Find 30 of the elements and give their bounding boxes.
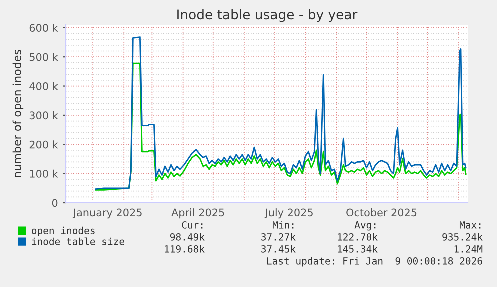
y-axis-title: number of open inodes [12, 50, 24, 178]
text: 145.34k [338, 245, 378, 253]
x-tick-label: January 2025 [72, 208, 142, 219]
x-tick-label: July 2025 [264, 208, 313, 219]
legend-label: inode table size [32, 238, 124, 246]
y-tick-label: 200 k [30, 140, 58, 149]
text: Avg: [354, 222, 376, 231]
x-tick-label: April 2025 [172, 208, 224, 219]
text: 935.24k [442, 233, 483, 241]
text: Max: [460, 222, 481, 229]
text: Last update: Fri Jan 9 00:00:18 2026 [267, 257, 482, 267]
y-tick-label: 500 k [30, 53, 58, 62]
text: 119.68k [165, 245, 205, 253]
y-tick-label: 300 k [30, 112, 58, 120]
chart-title: Inode table usage - by year [178, 9, 358, 22]
y-tick-label: 400 k [30, 82, 58, 90]
text: 37.45k [262, 245, 296, 253]
y-tick-label: 100 k [30, 170, 58, 178]
line-series [95, 62, 467, 191]
text: Min: [272, 221, 294, 229]
text: 1.24M [454, 245, 483, 253]
y-tick-label: 0 [52, 199, 58, 208]
text: 37.27k [262, 233, 296, 241]
y-tick-label: 600 k [30, 24, 58, 32]
text: 122.70k [338, 233, 378, 241]
text: Cur: [182, 221, 203, 229]
legend-label: open inodes [32, 226, 95, 236]
text: 98.49k [170, 233, 205, 241]
line-series [95, 36, 467, 190]
x-tick-label: October 2025 [346, 208, 417, 217]
